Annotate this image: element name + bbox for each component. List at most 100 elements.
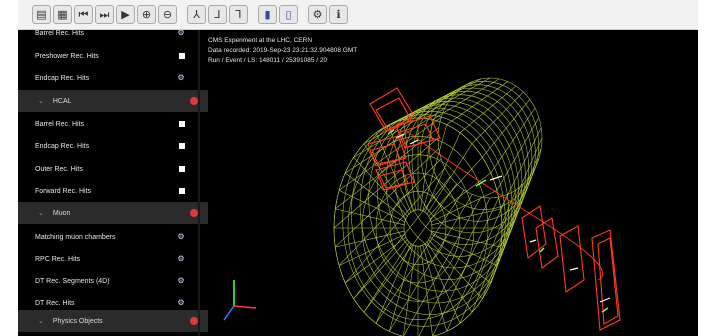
mesh-line	[333, 137, 439, 229]
mesh-line	[500, 127, 542, 210]
mesh-line	[459, 189, 517, 324]
sidebar-item[interactable]: DT Rec. Segments (4D) ⚙	[18, 270, 198, 292]
mesh-line	[459, 85, 517, 133]
sidebar-item[interactable]: Outer Rec. Hits	[18, 158, 198, 180]
group-header-muon[interactable]: ⌄ Muon	[18, 202, 208, 224]
sidebar-item[interactable]: Forward Rec. Hits	[18, 180, 198, 202]
sidebar-divider[interactable]	[198, 30, 200, 336]
visibility-toggle[interactable]	[179, 121, 185, 127]
mesh-line	[338, 158, 442, 266]
settings-icon[interactable]: ⚙	[308, 5, 327, 24]
sidebar-item[interactable]: Barrel Rec. Hits	[18, 113, 198, 135]
mesh-line	[431, 208, 501, 226]
play-icon[interactable]: ▶	[116, 5, 135, 24]
perspective-icon[interactable]: ▮	[258, 5, 277, 24]
mesh-line	[471, 91, 524, 144]
tracker-barrel-mesh	[333, 77, 543, 336]
sidebar-item[interactable]: Barrel Rec. Hits ⚙	[18, 22, 198, 44]
mesh-line	[359, 107, 513, 304]
visibility-toggle[interactable]	[179, 53, 185, 59]
sidebar-item-label: Endcap Rec. Hits	[35, 142, 90, 150]
mesh-line	[363, 183, 457, 313]
mesh-line	[363, 143, 410, 215]
document-icon[interactable]: ▦	[53, 5, 72, 24]
sidebar-item[interactable]: DT Rec. Hits ⚙	[18, 292, 198, 314]
mesh-line	[389, 244, 414, 332]
sidebar: Barrel Rec. Hits ⚙ Preshower Rec. Hits Endc…	[18, 29, 208, 336]
mesh-line	[446, 81, 508, 125]
zoom-in-icon[interactable]: ⊕	[137, 5, 156, 24]
gear-icon[interactable]: ⚙	[177, 232, 185, 241]
mesh-line	[490, 107, 536, 174]
status-dot	[190, 97, 198, 105]
mesh-line	[389, 194, 473, 332]
visibility-toggle[interactable]	[179, 143, 185, 149]
3d-viewer[interactable]	[200, 30, 698, 336]
orthographic-icon[interactable]: ▯	[279, 5, 298, 24]
muon-chambers	[367, 87, 621, 331]
visibility-toggle[interactable]	[179, 166, 185, 172]
mesh-line	[428, 157, 483, 217]
next-event-icon[interactable]: ⏭	[95, 5, 114, 24]
mesh-line	[335, 208, 405, 226]
view-yz-icon[interactable]: ⅂	[229, 5, 248, 24]
experiment-label: CMS Experiment at the LHC, CERN	[208, 37, 313, 44]
event-info: CMS Experiment at the LHC, CERN Data rec…	[208, 36, 357, 66]
muon-chamber	[395, 115, 441, 149]
gear-icon[interactable]: ⚙	[177, 298, 185, 307]
view-xy-icon[interactable]: ⅄	[187, 5, 206, 24]
sidebar-item[interactable]: RPC Rec. Hits ⚙	[18, 248, 198, 270]
sidebar-item-label: Outer Rec. Hits	[35, 165, 83, 173]
gear-icon[interactable]: ⚙	[177, 276, 185, 285]
sidebar-item[interactable]: Endcap Rec. Hits	[18, 135, 198, 157]
mesh-line	[389, 81, 473, 125]
view-xz-icon[interactable]: ⅃	[208, 5, 227, 24]
mesh-line	[403, 119, 416, 211]
group-label: HCAL	[52, 97, 72, 105]
chevron-down-icon: ⌄	[38, 317, 44, 325]
visibility-toggle[interactable]	[179, 188, 185, 194]
mesh-line	[345, 167, 446, 284]
sidebar-item-label: Matching muon chambers	[35, 233, 116, 241]
previous-event-icon[interactable]: ⏮	[74, 5, 93, 24]
chevron-down-icon: ⌄	[38, 97, 44, 105]
status-dot	[190, 209, 198, 217]
zoom-out-icon[interactable]: ⊖	[158, 5, 177, 24]
mesh-line	[424, 243, 461, 324]
muon-chamber	[559, 225, 585, 293]
mesh-line	[375, 243, 412, 324]
mesh-line	[353, 239, 408, 299]
chevron-down-icon: ⌄	[38, 209, 44, 217]
energy-deposits	[387, 129, 609, 313]
sidebar-item-label: Barrel Rec. Hits	[35, 29, 85, 37]
mesh-line	[338, 190, 406, 223]
muon-chamber	[521, 205, 547, 260]
mesh-line	[432, 78, 500, 120]
group-header-physics-objects[interactable]: ⌄ Physics Objects	[18, 310, 208, 332]
recorded-timestamp: Data recorded: 2019-Sep-23 23:21:32.9048…	[208, 47, 358, 54]
folder-icon[interactable]: ▤	[32, 5, 51, 24]
sidebar-item-label: RPC Rec. Hits	[35, 255, 81, 263]
mesh-line	[375, 189, 465, 324]
run-event-ls: Run / Event / LS: 148011 / 25391085 / 20	[208, 57, 328, 64]
sidebar-item-label: Preshower Rec. Hits	[35, 52, 99, 60]
mesh-line	[422, 124, 447, 212]
gear-icon[interactable]: ⚙	[177, 254, 185, 263]
mesh-line	[424, 132, 461, 213]
sidebar-item[interactable]: Preshower Rec. Hits	[18, 45, 198, 67]
muon-chamber	[597, 237, 619, 325]
group-label: Muon	[52, 209, 71, 217]
sidebar-item[interactable]: Matching muon chambers ⚙	[18, 226, 198, 248]
sidebar-item[interactable]: Endcap Rec. Hits ⚙	[18, 67, 198, 89]
mesh-line	[335, 230, 405, 248]
group-header-hcal[interactable]: ⌄ HCAL	[18, 90, 208, 112]
gear-icon[interactable]: ⚙	[177, 73, 185, 82]
info-icon[interactable]: ℹ	[329, 5, 348, 24]
mesh-line	[353, 157, 408, 217]
sidebar-item-label: Endcap Rec. Hits	[35, 74, 90, 82]
mesh-line	[426, 143, 473, 215]
mesh-line	[338, 233, 406, 266]
mesh-line	[342, 114, 506, 327]
gear-icon[interactable]: ⚙	[177, 28, 185, 37]
muon-chamber	[591, 229, 621, 331]
